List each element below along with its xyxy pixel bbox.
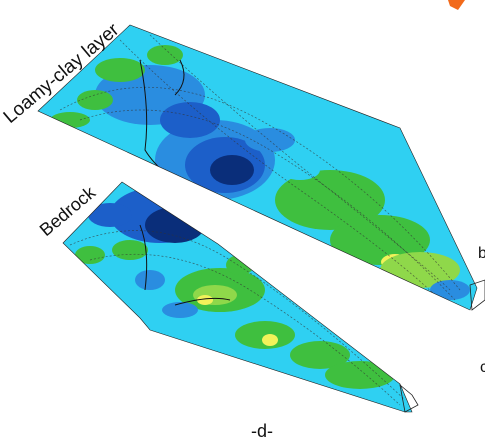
edge-fragment-b: b — [478, 245, 485, 262]
orange-corner-fragment — [448, 0, 465, 10]
edge-fragment-c: c — [480, 359, 485, 376]
panel-label: -d- — [251, 421, 273, 438]
